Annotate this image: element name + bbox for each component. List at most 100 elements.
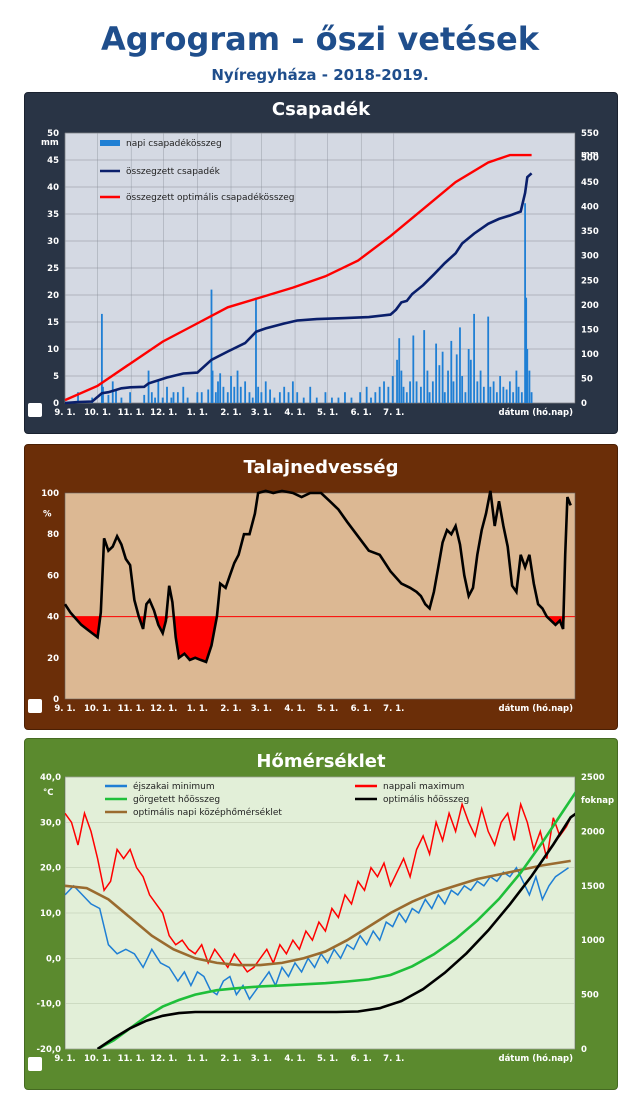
precip-bar (264, 381, 267, 403)
precip-bar (200, 392, 203, 403)
y-left-tick-label: 0 (53, 399, 59, 409)
legend-label: összegzett optimális csapadékösszeg (126, 192, 295, 203)
y-right-tick-label: 50 (581, 374, 593, 384)
precip-bar (214, 392, 217, 403)
precip-bar (438, 365, 441, 403)
x-tick-label: 1. 1. (187, 704, 208, 714)
precip-bar (278, 392, 281, 403)
temperature-chart: -20,0 -10,0 0,0 10,0 20,0 30,0 40,0 0 500 1000 150… (37, 773, 615, 1064)
precip-bar (211, 370, 214, 403)
precip-bar (157, 381, 160, 403)
x-axis-label: dátum (hó.nap) (498, 407, 573, 418)
precip-bar (447, 370, 449, 403)
precip-bar (291, 381, 294, 403)
precip-bar (443, 392, 446, 403)
precip-bar (150, 392, 153, 403)
y-left-tick-label: 20,0 (40, 864, 61, 874)
x-tick-label: 3. 1. (251, 704, 272, 714)
omsz-logo-icon (28, 1057, 42, 1071)
night-min-line (65, 866, 569, 1001)
temperature-title: Hőmérséklet (256, 751, 386, 772)
y-right-unit: mm (581, 150, 599, 160)
y-left-tick-label: 30 (47, 237, 59, 247)
precip-bar (423, 330, 426, 403)
precip-bar (100, 313, 103, 403)
precip-bar (273, 397, 276, 403)
precip-bar (248, 392, 251, 403)
optimal-precip-line (64, 153, 532, 402)
y-right-tick-label: 1000 (581, 936, 605, 946)
cumulative-precip-line (64, 172, 533, 405)
precip-bar (455, 354, 458, 403)
y-right-tick-label: 1500 (581, 882, 605, 892)
precip-bar (495, 392, 498, 403)
x-tick-label: 11. 1. (118, 1054, 145, 1064)
y-tick-label: 20 (47, 654, 59, 664)
page-subtitle: Nyíregyháza - 2018-2019. (211, 66, 429, 84)
y-unit: % (43, 510, 52, 520)
y-right-tick-label: 100 (581, 350, 599, 360)
precip-bar (129, 392, 132, 403)
precip-bar (365, 386, 368, 403)
precip-bar (512, 392, 515, 403)
precip-bar (383, 381, 385, 403)
series-group (65, 790, 575, 1049)
x-tick-label: 9. 1. (54, 408, 75, 418)
y-right-tick-label: 2500 (581, 773, 605, 783)
precip-bar (402, 386, 405, 403)
x-tick-label: 1. 1. (187, 408, 208, 418)
precip-bar (226, 392, 229, 403)
precip-bar (170, 397, 173, 403)
y-right-tick-label: 0 (581, 399, 587, 409)
x-tick-label: 1. 1. (187, 1054, 208, 1064)
x-tick-label: 12. 1. (150, 408, 177, 418)
y-right-unit: foknap (581, 796, 614, 806)
precip-bar (479, 370, 482, 403)
precip-bar (378, 386, 381, 403)
legend-label: optimális napi középhőmérséklet (133, 807, 282, 818)
legend-label: görgetett hőösszeg (133, 795, 220, 805)
precip-bar (182, 386, 185, 403)
x-tick-label: 3. 1. (251, 408, 272, 418)
precip-bar (236, 370, 239, 403)
y-right-tick-label: 450 (581, 178, 599, 188)
y-right-tick-label: 150 (581, 325, 599, 335)
y-left-unit: mm (41, 138, 59, 148)
precip-bar (239, 386, 242, 403)
plot-area (64, 492, 576, 700)
precip-bar (230, 376, 232, 403)
precip-bar (526, 349, 529, 403)
x-tick-label: 6. 1. (351, 408, 372, 418)
precip-bar (473, 313, 475, 403)
omsz-logo-icon (28, 403, 42, 417)
precip-bar (186, 397, 189, 403)
precip-bar (487, 316, 490, 403)
precip-bar (359, 392, 362, 403)
y-right-tick-label: 2000 (581, 827, 605, 837)
precip-bar (464, 392, 467, 403)
precip-bar (309, 386, 312, 403)
y-left-tick-label: 30,0 (40, 818, 61, 828)
x-axis-label: dátum (hó.nap) (498, 703, 573, 714)
y-left-tick-label: -20,0 (37, 1045, 62, 1055)
precip-bar (400, 370, 403, 403)
x-tick-label: 6. 1. (351, 1054, 372, 1064)
y-left-unit: °C (43, 788, 54, 798)
x-tick-label: 3. 1. (251, 1054, 272, 1064)
precip-bar (452, 381, 455, 403)
y-right-tick-label: 350 (581, 227, 599, 237)
precip-bar (102, 386, 104, 403)
deficit-area (70, 616, 566, 662)
x-tick-label: 10. 1. (84, 1054, 111, 1064)
precip-bar (467, 349, 470, 403)
precip-bar (405, 392, 408, 403)
precip-bar (482, 386, 485, 403)
precip-bar (499, 376, 502, 403)
precip-bar (269, 389, 271, 403)
precip-bar (161, 397, 164, 403)
legend-label: éjszakai minimum (133, 781, 215, 792)
precip-bar (143, 394, 146, 403)
precip-bar (370, 397, 372, 403)
precip-bar (435, 343, 438, 403)
precipitation-title: Csapadék (271, 99, 371, 120)
